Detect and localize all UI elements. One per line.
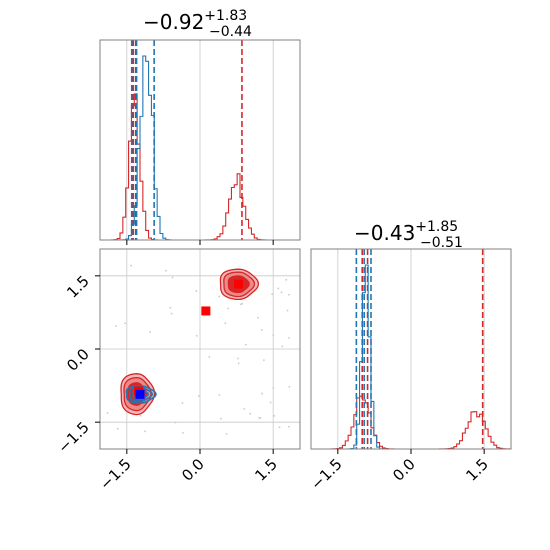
joint-sample-37 bbox=[278, 426, 281, 429]
joint-sample-3 bbox=[288, 293, 290, 296]
joint-sample-24 bbox=[225, 433, 228, 435]
joint-sample-42 bbox=[262, 359, 265, 362]
joint-sample-30 bbox=[240, 303, 242, 306]
joint-sample-16 bbox=[273, 414, 276, 417]
joint-sample-18 bbox=[106, 412, 109, 414]
marginal-p2-xtick-label-1: 0.0 bbox=[389, 455, 419, 485]
joint-sample-56 bbox=[116, 427, 119, 430]
joint-xtick-label-2: 1.5 bbox=[251, 455, 281, 485]
joint-sample-1 bbox=[171, 276, 174, 279]
joint-sample-36 bbox=[261, 392, 263, 395]
joint-sample-7 bbox=[227, 307, 230, 310]
marginal-histogram-p1 bbox=[99, 39, 301, 245]
joint-marker-1 bbox=[201, 306, 211, 316]
joint-sample-35 bbox=[224, 322, 227, 325]
joint-sample-19 bbox=[181, 432, 184, 434]
joint-sample-22 bbox=[286, 309, 289, 312]
joint-sample-27 bbox=[169, 306, 172, 309]
joint-ytick-label-2: 1.5 bbox=[63, 272, 93, 302]
joint-blue-contour-1 bbox=[128, 387, 154, 402]
joint-sample-38 bbox=[237, 362, 240, 365]
joint-sample-14 bbox=[277, 287, 280, 290]
joint-blue-contour-0 bbox=[125, 385, 157, 404]
joint-marker-2 bbox=[234, 279, 244, 289]
joint-sample-46 bbox=[243, 408, 246, 410]
joint-sample-55 bbox=[197, 394, 200, 397]
joint-xtick-label-1: 0.0 bbox=[178, 455, 208, 485]
joint-sample-12 bbox=[181, 402, 184, 404]
joint-sample-52 bbox=[144, 430, 146, 433]
joint-sample-41 bbox=[281, 345, 284, 348]
joint-sample-28 bbox=[288, 337, 290, 339]
marginal-p2-xtick-label-0: −1.5 bbox=[307, 455, 345, 493]
joint-sample-50 bbox=[285, 278, 288, 281]
joint-sample-6 bbox=[280, 291, 283, 294]
joint-sample-11 bbox=[237, 357, 239, 360]
joint-sample-26 bbox=[249, 412, 252, 415]
joint-xtick-label-0: −1.5 bbox=[96, 455, 134, 493]
joint-sample-8 bbox=[208, 355, 211, 358]
joint-ytick-label-1: 0.0 bbox=[63, 345, 93, 375]
joint-ytick-label-0: −1.5 bbox=[54, 418, 92, 456]
joint-sample-51 bbox=[288, 385, 291, 388]
joint-sample-53 bbox=[195, 334, 198, 337]
joint-sample-58 bbox=[195, 290, 198, 292]
joint-sample-9 bbox=[272, 334, 275, 337]
marginal-histogram-p2 bbox=[310, 248, 512, 454]
title-param-2-main: −0.43 bbox=[354, 221, 415, 245]
joint-sample-33 bbox=[149, 331, 151, 333]
title-param-2: −0.43+1.85 −0.51 bbox=[354, 219, 463, 251]
marginal-p2-xtick-label-2: 1.5 bbox=[462, 455, 492, 485]
joint-sample-0 bbox=[174, 421, 177, 424]
joint-sample-45 bbox=[269, 401, 272, 404]
joint-sample-40 bbox=[259, 417, 262, 419]
title-param-1-sup: +1.83 bbox=[204, 8, 247, 24]
joint-sample-31 bbox=[220, 417, 222, 420]
joint-sample-47 bbox=[130, 264, 133, 267]
joint-sample-13 bbox=[218, 394, 221, 396]
title-param-1-main: −0.92 bbox=[143, 10, 204, 34]
joint-sample-48 bbox=[288, 425, 290, 428]
joint-sample-57 bbox=[124, 322, 127, 325]
title-param-1: −0.92+1.83 −0.44 bbox=[143, 8, 252, 40]
joint-sample-25 bbox=[260, 329, 263, 331]
joint-sample-59 bbox=[244, 343, 247, 346]
joint-contour-panel bbox=[95, 248, 301, 454]
joint-marker-3 bbox=[135, 389, 145, 399]
joint-sample-32 bbox=[115, 325, 117, 328]
title-param-2-sub: −0.51 bbox=[420, 235, 463, 251]
title-param-2-sup: +1.85 bbox=[415, 219, 458, 235]
joint-sample-43 bbox=[271, 293, 274, 296]
joint-sample-15 bbox=[170, 312, 173, 315]
title-param-1-sub: −0.44 bbox=[209, 24, 252, 40]
joint-sample-29 bbox=[218, 295, 221, 298]
joint-sample-23 bbox=[139, 414, 142, 417]
joint-sample-39 bbox=[257, 316, 259, 319]
joint-sample-17 bbox=[164, 269, 167, 272]
joint-sample-10 bbox=[272, 387, 275, 389]
